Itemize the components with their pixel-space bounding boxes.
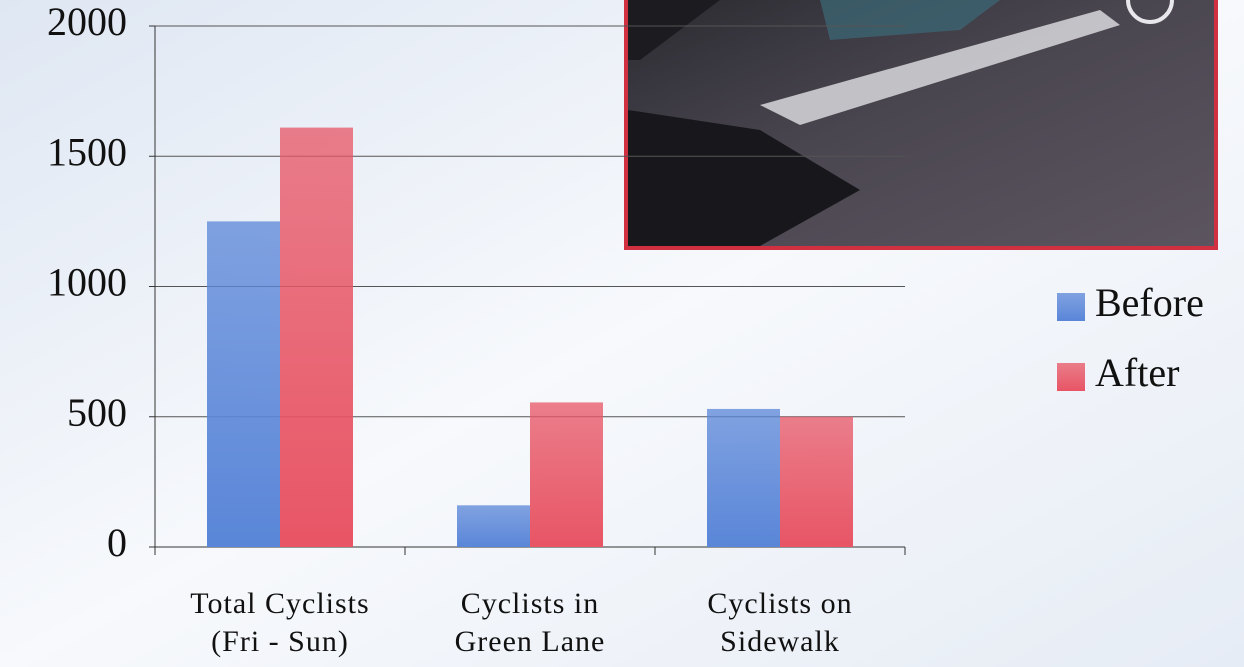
- x-tick-label: Cyclists in Green Lane: [405, 585, 655, 661]
- bar: [530, 402, 603, 547]
- y-tick-label: 2000: [47, 0, 127, 44]
- legend-label: After: [1095, 350, 1179, 395]
- y-tick-label: 1000: [47, 260, 127, 305]
- bar: [280, 128, 353, 547]
- y-tick-label: 0: [107, 520, 127, 565]
- bar: [207, 221, 280, 547]
- bar: [707, 409, 780, 547]
- photo: [626, 0, 1216, 248]
- legend-label: Before: [1095, 280, 1204, 325]
- y-tick-label: 1500: [47, 129, 127, 174]
- bar: [457, 505, 530, 547]
- bar: [780, 417, 853, 547]
- chart: 0 500 1000 1500 2000 Before After: [0, 0, 1244, 667]
- legend-swatch: [1057, 293, 1085, 321]
- slide: 0 500 1000 1500 2000 Before After Total Cyclis…: [0, 0, 1244, 667]
- y-tick-label: 500: [67, 390, 127, 435]
- x-tick-label: Cyclists on Sidewalk: [655, 585, 905, 661]
- x-tick-label: Total Cyclists (Fri - Sun): [155, 585, 405, 661]
- legend-swatch: [1057, 363, 1085, 391]
